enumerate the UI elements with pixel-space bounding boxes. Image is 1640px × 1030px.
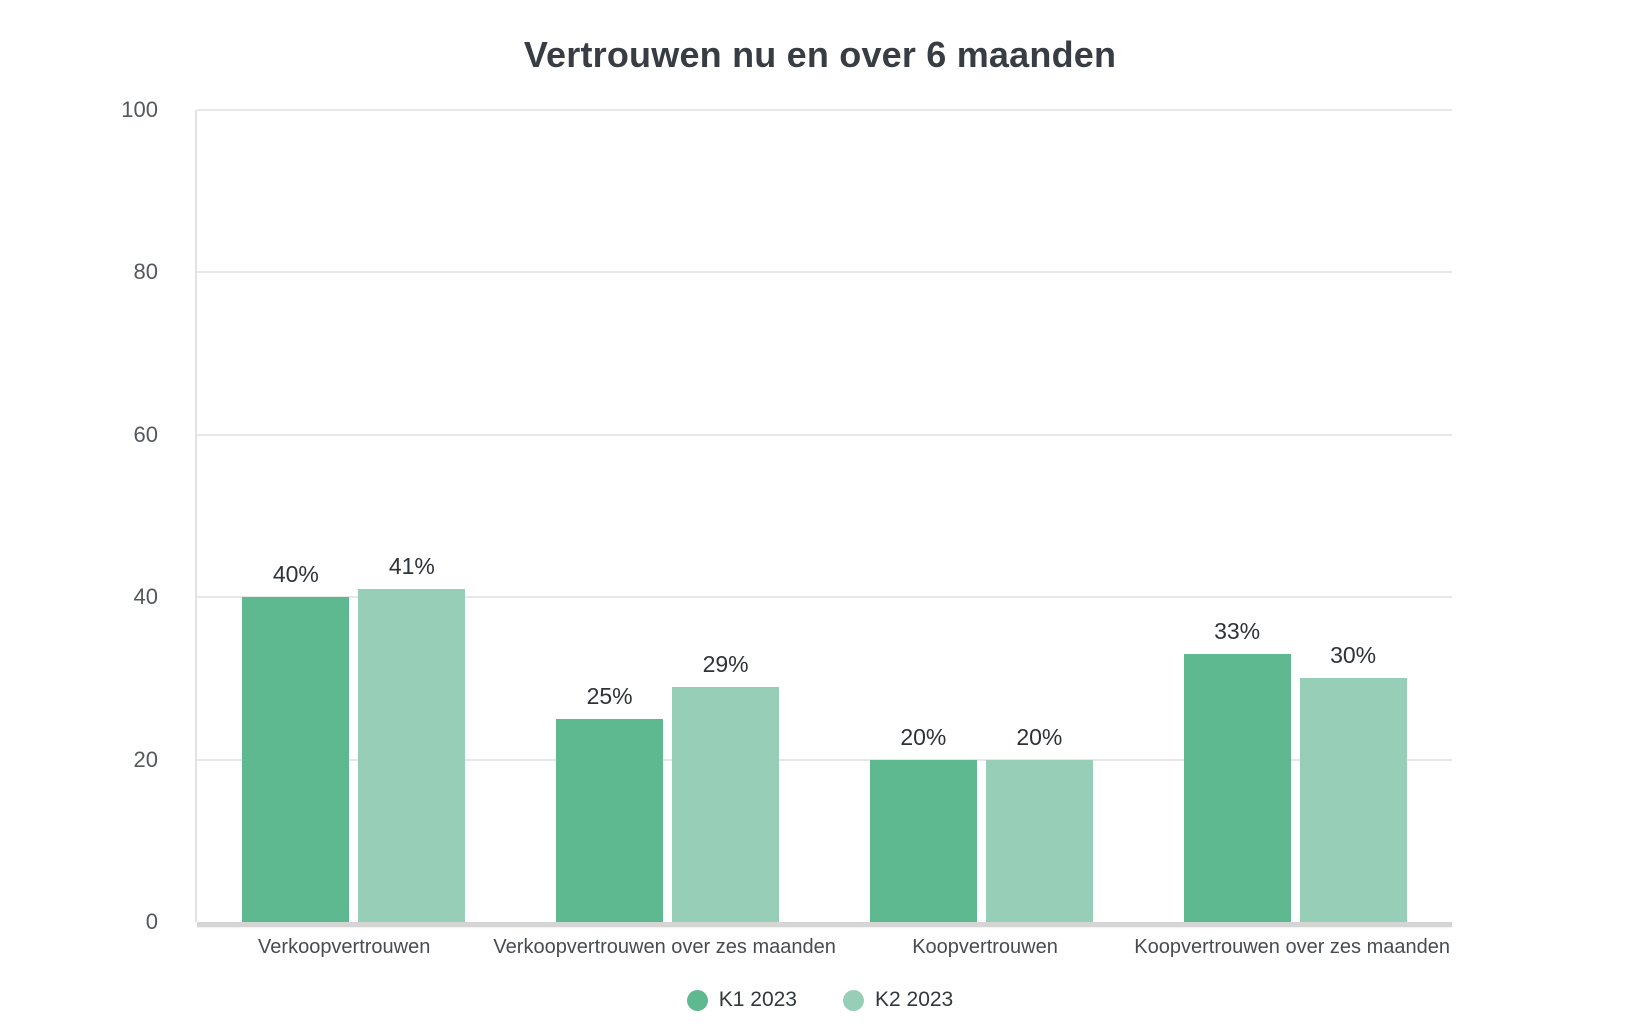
bar-value-label: 41%: [388, 553, 435, 580]
bar-group: 40% 41%: [197, 110, 511, 922]
legend-label: K1 2023: [718, 988, 797, 1011]
x-axis-category-label: Koopvertrouwen: [912, 936, 1058, 958]
bar-with-label: 41%: [358, 110, 466, 922]
bar-value-label: 20%: [1016, 723, 1063, 750]
x-axis-category-labels: Verkoopvertrouwen Verkoopvertrouwen over …: [195, 936, 1450, 959]
gridline-y-40: [197, 596, 1452, 599]
y-axis-tick-label: 80: [133, 259, 158, 285]
legend-swatch-icon: [843, 989, 864, 1011]
gridline-y-80: [197, 271, 1452, 274]
gridline-y-100: [197, 109, 1452, 111]
legend-item-k2-2023: K2 2023: [843, 988, 953, 1012]
bar-group: 20% 20%: [825, 110, 1139, 922]
bar-k2-2023: [1299, 678, 1407, 922]
bar-with-label: 25%: [556, 110, 664, 922]
gridline-y-60: [197, 433, 1452, 436]
y-axis-tick-label: 60: [133, 421, 158, 447]
legend-item-k1-2023: K1 2023: [686, 988, 797, 1012]
x-axis-category-label: Verkoopvertrouwen: [258, 936, 431, 958]
bar-group: 33% 30%: [1138, 110, 1452, 922]
bar-k1-2023: [242, 597, 350, 922]
legend-swatch-icon: [686, 989, 708, 1011]
bar-k2-2023: [672, 686, 780, 922]
chart-title: Vertrouwen nu en over 6 maanden: [523, 34, 1117, 75]
bar-value-label: 40%: [272, 561, 319, 588]
x-axis-line: [197, 922, 1452, 927]
bar-with-label: 30%: [1299, 110, 1407, 922]
bar-k1-2023: [869, 759, 977, 922]
x-axis-category-label: Koopvertrouwen over zes maanden: [1134, 936, 1451, 958]
bar-k1-2023: [1183, 654, 1291, 922]
bar-with-label: 33%: [1183, 110, 1291, 922]
gridline-y-20: [197, 758, 1452, 761]
bar-with-label: 40%: [242, 110, 350, 922]
y-axis-tick-label: 40: [133, 584, 158, 610]
bar-value-label: 30%: [1330, 642, 1377, 669]
bar-group: 25% 29%: [511, 110, 825, 922]
plot-area: 40% 41% 25% 29% 20% 20% 33% 30%: [195, 109, 1452, 927]
bar-value-label: 25%: [586, 683, 633, 709]
bar-groups-container: 40% 41% 25% 29% 20% 20% 33% 30%: [197, 110, 1452, 922]
y-axis-tick-label: 0: [145, 909, 158, 934]
bar-k2-2023: [358, 589, 466, 922]
bar-value-label: 20%: [900, 723, 947, 750]
y-axis-tick-label: 100: [121, 97, 158, 122]
legend-label: K2 2023: [875, 988, 954, 1011]
chart-legend: K1 2023 K2 2023: [0, 988, 1640, 1012]
bar-with-label: 29%: [672, 110, 780, 922]
bar-k2-2023: [985, 759, 1093, 922]
bar-value-label: 33%: [1214, 618, 1261, 645]
bar-value-label: 29%: [702, 650, 749, 677]
bar-with-label: 20%: [985, 110, 1093, 922]
x-axis-category-label: Verkoopvertrouwen over zes maanden: [493, 936, 836, 958]
bar-k1-2023: [556, 719, 664, 922]
bar-with-label: 20%: [869, 110, 977, 922]
y-axis-tick-label: 20: [133, 746, 158, 772]
